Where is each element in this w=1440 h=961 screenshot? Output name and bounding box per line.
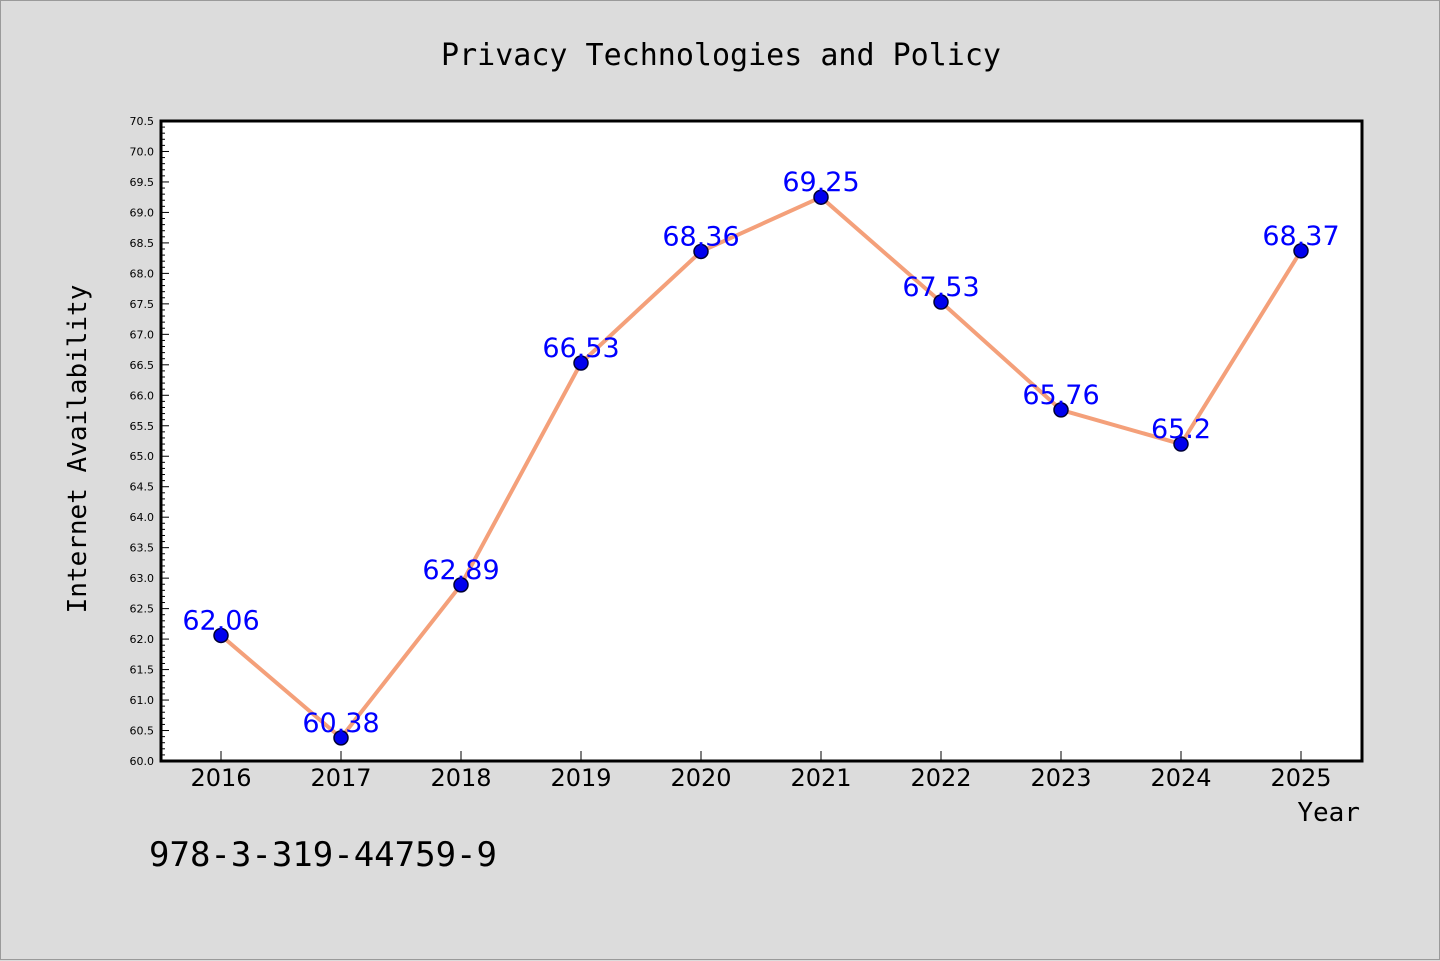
- y-tick-label: 67.5: [130, 298, 155, 311]
- data-label: 65.76: [1022, 380, 1099, 411]
- x-tick-label: 2017: [310, 764, 371, 792]
- data-point: [333, 730, 349, 746]
- x-tick-label: 2022: [910, 764, 971, 792]
- y-tick-label: 66.5: [130, 359, 155, 372]
- data-point: [453, 577, 469, 593]
- data-label: 62.06: [182, 605, 259, 636]
- data-point: [693, 243, 709, 260]
- y-tick-label: 68.5: [130, 237, 155, 250]
- y-tick-label: 67.0: [130, 328, 155, 341]
- data-label: 66.53: [542, 333, 619, 364]
- data-label: 65.2: [1151, 414, 1211, 445]
- x-axis-ticks: 2016 2017 2018 2019 2020 2021 2022 2023 2024 2025: [190, 751, 1332, 792]
- series-line: [219, 195, 1303, 740]
- y-tick-label: 65.5: [130, 420, 155, 433]
- y-tick-label: 61.0: [130, 694, 155, 707]
- data-point: [813, 189, 829, 205]
- y-tick-label: 65.0: [130, 450, 155, 463]
- data-label: 68.37: [1262, 221, 1339, 252]
- data-label: 68.36: [662, 221, 739, 252]
- data-label: 60.38: [302, 708, 379, 739]
- x-tick-label: 2016: [190, 764, 251, 792]
- chart-title: Privacy Technologies and Policy: [441, 38, 1001, 73]
- y-tick-label: 66.0: [130, 389, 155, 402]
- x-tick-label: 2023: [1030, 764, 1091, 792]
- y-tick-label: 61.5: [130, 664, 155, 677]
- y-tick-label: 69.0: [130, 206, 155, 219]
- y-tick-label: 62.0: [130, 633, 155, 646]
- plot-frame: [159, 119, 1364, 763]
- data-point: [1053, 402, 1069, 418]
- x-tick-label: 2021: [790, 764, 851, 792]
- y-axis-title: Internet Availability: [63, 285, 93, 614]
- data-point: [1173, 436, 1189, 452]
- data-point: [933, 294, 949, 310]
- y-tick-label: 69.5: [130, 176, 155, 189]
- data-labels: 62.06 60.38 62.89 66.53 68.36 69.25 67.53 65.76…: [182, 167, 1339, 739]
- y-tick-label: 70.5: [130, 115, 155, 128]
- data-point: [213, 627, 229, 644]
- y-axis-ticks: 60.0 60.5 61.0 61.5 62.0 62.5 63.0 63.5 64.0 64.5…: [130, 115, 169, 768]
- data-label: 67.53: [902, 272, 979, 303]
- data-label: 62.89: [422, 555, 499, 586]
- data-point: [573, 355, 589, 371]
- data-point: [1293, 243, 1309, 259]
- y-tick-label: 70.0: [130, 145, 155, 158]
- x-tick-label: 2025: [1270, 764, 1331, 792]
- x-tick-label: 2020: [670, 764, 731, 792]
- data-markers: [213, 189, 1309, 746]
- x-tick-label: 2019: [550, 764, 611, 792]
- plot-area: [161, 121, 1362, 761]
- x-tick-label: 2024: [1150, 764, 1211, 792]
- y-tick-label: 63.5: [130, 542, 155, 555]
- y-tick-label: 64.5: [130, 481, 155, 494]
- y-tick-label: 60.5: [130, 725, 155, 738]
- x-axis-title: Year: [1297, 798, 1360, 828]
- x-tick-label: 2018: [430, 764, 491, 792]
- y-tick-label: 62.5: [130, 603, 155, 616]
- y-tick-label: 60.0: [130, 755, 155, 768]
- data-label: 69.25: [782, 167, 859, 198]
- y-tick-label: 64.0: [130, 511, 155, 524]
- y-tick-label: 63.0: [130, 572, 155, 585]
- isbn-label: 978-3-319-44759-9: [149, 835, 497, 875]
- y-tick-label: 68.0: [130, 267, 155, 280]
